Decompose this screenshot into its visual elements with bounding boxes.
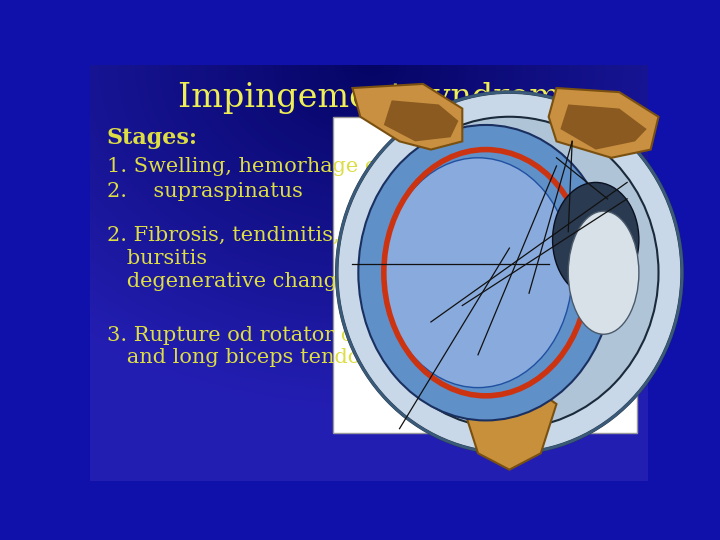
FancyBboxPatch shape [333,117,637,433]
Text: Stages:: Stages: [107,126,198,149]
Polygon shape [384,100,459,141]
Text: 2.    supraspinatus: 2. supraspinatus [107,182,302,201]
Text: 1. Swelling, hemorhage of: 1. Swelling, hemorhage of [107,157,385,176]
Text: Impingement syndrom: Impingement syndrom [178,82,560,114]
Ellipse shape [384,158,572,388]
Text: 2. Fibrosis, tendinitis,: 2. Fibrosis, tendinitis, [107,226,339,245]
Text: bursitis: bursitis [107,248,207,268]
Polygon shape [353,84,462,150]
Polygon shape [462,388,557,470]
Text: and long biceps tendon: and long biceps tendon [107,348,374,367]
Text: 3. Rupture od rotator cuff: 3. Rupture od rotator cuff [107,326,381,345]
Ellipse shape [552,183,639,298]
Ellipse shape [568,211,639,334]
Polygon shape [560,104,647,150]
Ellipse shape [359,125,613,421]
Ellipse shape [360,117,659,429]
Text: degenerative changes of cuff: degenerative changes of cuff [107,272,434,291]
Ellipse shape [337,92,682,453]
Polygon shape [549,88,659,158]
